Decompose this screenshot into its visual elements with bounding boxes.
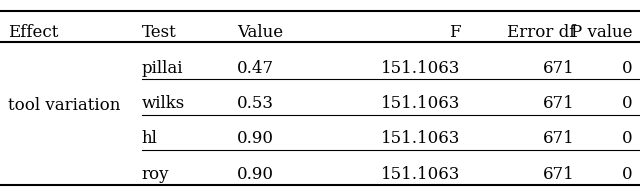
Text: roy: roy — [141, 166, 169, 183]
Text: 0: 0 — [621, 60, 632, 77]
Text: Value: Value — [237, 24, 284, 41]
Text: Error df: Error df — [506, 24, 575, 41]
Text: 671: 671 — [543, 60, 575, 77]
Text: 0: 0 — [621, 95, 632, 112]
Text: 671: 671 — [543, 95, 575, 112]
Text: 0.47: 0.47 — [237, 60, 275, 77]
Text: 671: 671 — [543, 166, 575, 183]
Text: wilks: wilks — [141, 95, 185, 112]
Text: F: F — [449, 24, 460, 41]
Text: 0: 0 — [621, 130, 632, 147]
Text: 671: 671 — [543, 130, 575, 147]
Text: 0.90: 0.90 — [237, 130, 274, 147]
Text: hl: hl — [141, 130, 157, 147]
Text: pillai: pillai — [141, 60, 183, 77]
Text: 151.1063: 151.1063 — [381, 166, 460, 183]
Text: tool variation: tool variation — [8, 97, 120, 114]
Text: 0.90: 0.90 — [237, 166, 274, 183]
Text: 0.53: 0.53 — [237, 95, 274, 112]
Text: P value: P value — [571, 24, 632, 41]
Text: Test: Test — [141, 24, 177, 41]
Text: 151.1063: 151.1063 — [381, 60, 460, 77]
Text: 151.1063: 151.1063 — [381, 95, 460, 112]
Text: 0: 0 — [621, 166, 632, 183]
Text: Effect: Effect — [8, 24, 58, 41]
Text: 151.1063: 151.1063 — [381, 130, 460, 147]
